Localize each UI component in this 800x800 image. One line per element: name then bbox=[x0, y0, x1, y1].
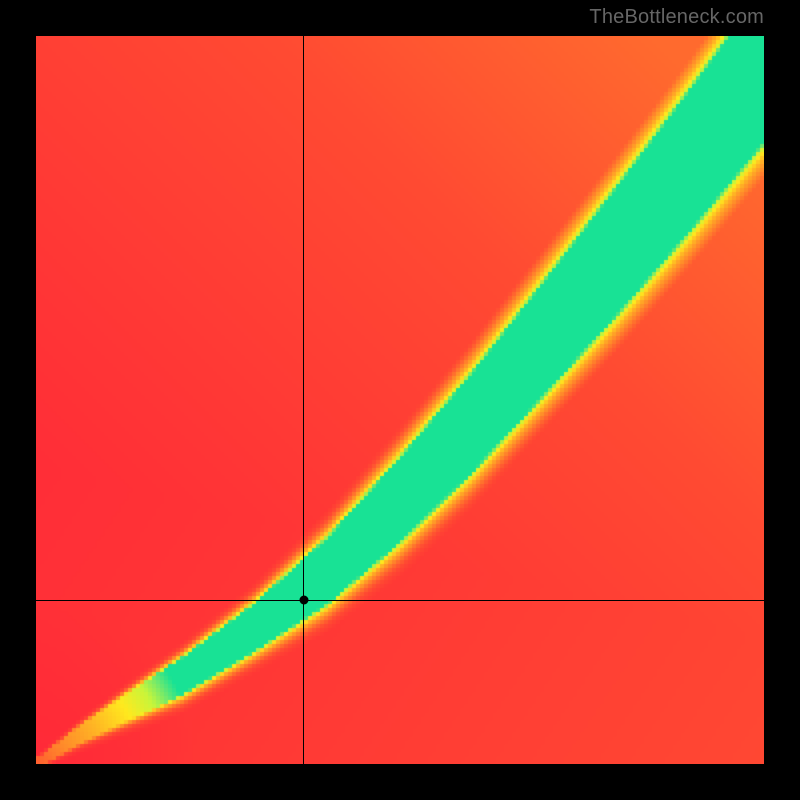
chart-container: TheBottleneck.com bbox=[0, 0, 800, 800]
crosshair-horizontal bbox=[36, 600, 764, 601]
marker-dot bbox=[299, 596, 308, 605]
crosshair-vertical bbox=[303, 36, 304, 764]
heatmap-canvas bbox=[36, 36, 764, 764]
watermark-text: TheBottleneck.com bbox=[589, 6, 764, 29]
plot-area bbox=[36, 36, 764, 764]
